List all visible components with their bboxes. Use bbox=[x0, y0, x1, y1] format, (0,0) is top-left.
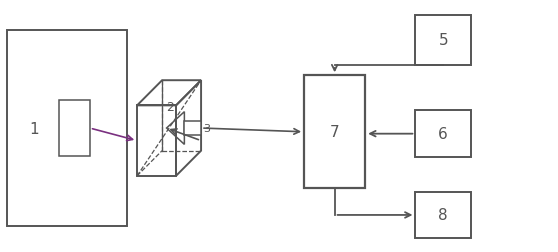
Text: 6: 6 bbox=[439, 127, 448, 141]
Bar bbox=[184, 122, 201, 135]
Text: 7: 7 bbox=[330, 125, 339, 140]
Bar bbox=[415, 192, 471, 238]
Bar bbox=[415, 16, 471, 66]
Bar bbox=[7, 31, 127, 226]
Text: 1: 1 bbox=[29, 121, 39, 136]
Text: 5: 5 bbox=[439, 33, 448, 48]
Bar bbox=[415, 111, 471, 157]
Text: 3: 3 bbox=[203, 123, 210, 134]
Bar bbox=[304, 76, 365, 189]
Text: 8: 8 bbox=[439, 207, 448, 223]
Text: 2: 2 bbox=[166, 101, 175, 114]
Bar bbox=[59, 101, 90, 156]
